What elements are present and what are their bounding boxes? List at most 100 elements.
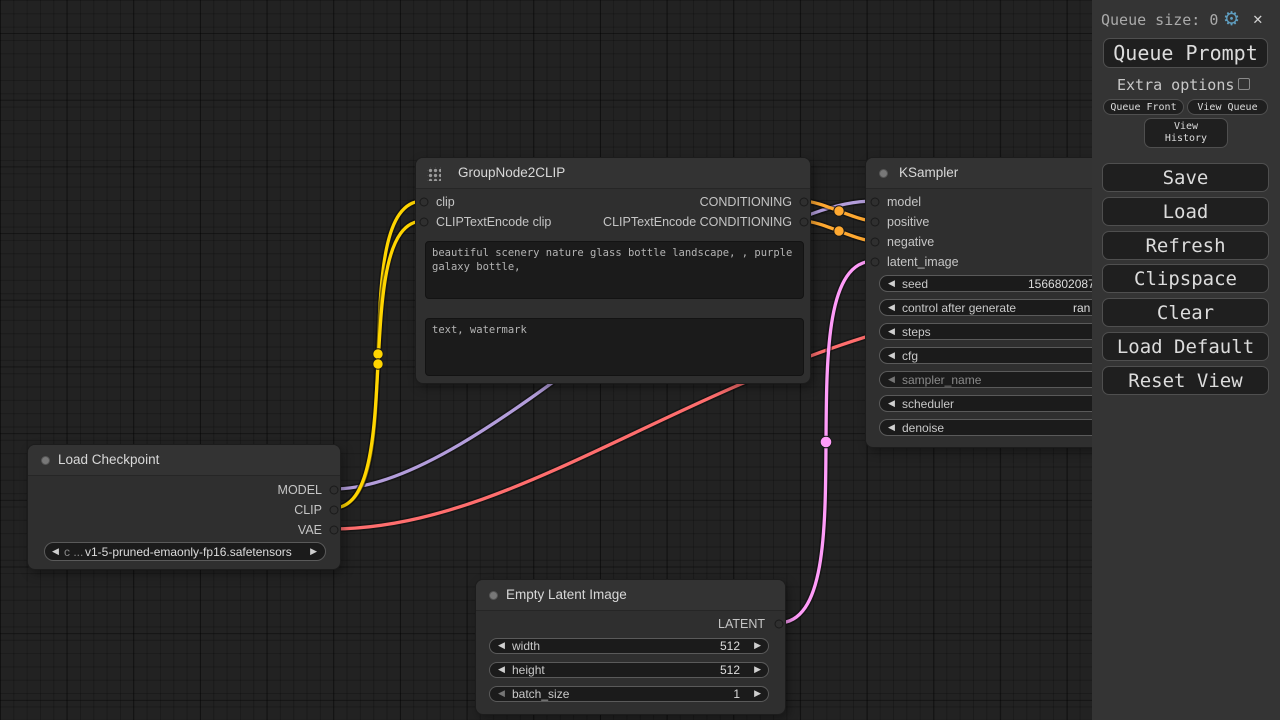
widget-height[interactable]: ◀ height 512 ▶ bbox=[489, 662, 769, 678]
queue-prompt-button[interactable]: Queue Prompt bbox=[1103, 38, 1268, 68]
view-history-button[interactable]: View History bbox=[1144, 118, 1228, 148]
node-title-bar[interactable]: Empty Latent Image bbox=[476, 580, 785, 611]
node-ksampler[interactable]: KSampler model positive negative latent_… bbox=[865, 157, 1125, 448]
widget-label: steps bbox=[902, 324, 931, 339]
decrement-icon[interactable]: ◀ bbox=[498, 665, 505, 675]
decrement-icon[interactable]: ◀ bbox=[888, 326, 895, 337]
increment-icon[interactable]: ▶ bbox=[754, 665, 761, 675]
load-default-button[interactable]: Load Default bbox=[1102, 332, 1269, 361]
next-option-icon[interactable]: ▶ bbox=[310, 546, 317, 557]
save-button[interactable]: Save bbox=[1102, 163, 1269, 192]
group-grid-icon bbox=[427, 167, 441, 181]
widget-label: width bbox=[512, 639, 541, 653]
widget-label: c ... bbox=[64, 544, 84, 559]
input-slot-positive[interactable] bbox=[870, 217, 880, 227]
extra-options-checkbox[interactable] bbox=[1238, 78, 1250, 90]
decrement-icon[interactable]: ◀ bbox=[498, 641, 505, 651]
negative-prompt-textarea[interactable]: text, watermark bbox=[425, 318, 804, 376]
output-label: CONDITIONING bbox=[699, 195, 792, 209]
positive-prompt-textarea[interactable]: beautiful scenery nature glass bottle la… bbox=[425, 241, 804, 299]
comfy-menu: Queue size: 0 ⚙ ✕ Queue Prompt Extra opt… bbox=[1092, 0, 1280, 720]
widget-value: ran bbox=[1073, 300, 1091, 315]
settings-gear-icon[interactable]: ⚙ bbox=[1223, 8, 1241, 30]
widget-seed[interactable]: ◀ seed 1566802087 bbox=[879, 275, 1118, 292]
widget-label: batch_size bbox=[512, 687, 570, 701]
widget-steps[interactable]: ◀ steps bbox=[879, 323, 1118, 340]
node-title-bar[interactable]: KSampler bbox=[866, 158, 1124, 189]
node-title-bar[interactable]: GroupNode2CLIP bbox=[416, 158, 810, 189]
output-slot-vae[interactable] bbox=[329, 525, 339, 535]
reset-view-button[interactable]: Reset View bbox=[1102, 366, 1269, 395]
widget-label: cfg bbox=[902, 348, 919, 363]
widget-label: seed bbox=[902, 276, 929, 291]
output-label: MODEL bbox=[277, 483, 322, 497]
input-label: negative bbox=[887, 235, 935, 249]
widget-scheduler[interactable]: ◀ scheduler bbox=[879, 395, 1118, 412]
decrement-icon[interactable]: ◀ bbox=[888, 278, 895, 289]
view-history-line1: View bbox=[1173, 121, 1199, 132]
input-label: positive bbox=[887, 215, 930, 229]
node-title: Load Checkpoint bbox=[58, 452, 160, 467]
node-title: KSampler bbox=[899, 165, 959, 180]
node-empty-latent-image[interactable]: Empty Latent Image LATENT ◀ width 512 ▶ … bbox=[475, 579, 786, 715]
widget-label: denoise bbox=[902, 420, 945, 435]
output-slot-clip[interactable] bbox=[329, 505, 339, 515]
widget-value: 512 bbox=[719, 639, 740, 653]
widget-label: height bbox=[512, 663, 545, 677]
input-slot-negative[interactable] bbox=[870, 237, 880, 247]
output-slot-model[interactable] bbox=[329, 485, 339, 495]
output-label: CLIPTextEncode CONDITIONING bbox=[603, 215, 792, 229]
input-slot-cliptextencode-clip[interactable] bbox=[419, 217, 429, 227]
node-title-bar[interactable]: Load Checkpoint bbox=[28, 445, 340, 476]
collapse-dot[interactable] bbox=[489, 591, 498, 600]
queue-front-button[interactable]: Queue Front bbox=[1103, 99, 1184, 115]
collapse-dot[interactable] bbox=[879, 169, 888, 178]
output-slot-latent[interactable] bbox=[774, 619, 784, 629]
widget-batch-size[interactable]: ◀ batch_size 1 ▶ bbox=[489, 686, 769, 702]
prev-option-icon[interactable]: ◀ bbox=[52, 546, 59, 557]
increment-icon[interactable]: ▶ bbox=[754, 689, 761, 699]
widget-cfg[interactable]: ◀ cfg bbox=[879, 347, 1118, 364]
load-button[interactable]: Load bbox=[1102, 197, 1269, 226]
node-groupnode2clip[interactable]: GroupNode2CLIP clip CLIPTextEncode clip … bbox=[415, 157, 811, 384]
widget-value: 512 bbox=[719, 663, 740, 677]
collapse-dot[interactable] bbox=[41, 456, 50, 465]
increment-icon[interactable]: ▶ bbox=[754, 641, 761, 651]
input-slot-model[interactable] bbox=[870, 197, 880, 207]
decrement-icon[interactable]: ◀ bbox=[888, 302, 895, 313]
close-menu-icon[interactable]: ✕ bbox=[1253, 9, 1263, 28]
view-history-line2: History bbox=[1164, 133, 1208, 144]
output-slot-conditioning[interactable] bbox=[799, 197, 809, 207]
queue-size-label: Queue size: 0 bbox=[1101, 11, 1219, 29]
widget-value: 1 bbox=[733, 687, 740, 701]
input-label: model bbox=[887, 195, 922, 209]
decrement-icon[interactable]: ◀ bbox=[498, 689, 505, 699]
decrement-icon[interactable]: ◀ bbox=[888, 422, 895, 433]
output-label: VAE bbox=[297, 523, 322, 537]
extra-options-label: Extra options bbox=[1117, 76, 1235, 94]
widget-label: scheduler bbox=[902, 396, 955, 411]
widget-control-after-generate[interactable]: ◀ control after generate ran bbox=[879, 299, 1118, 316]
input-slot-latent-image[interactable] bbox=[870, 257, 880, 267]
widget-width[interactable]: ◀ width 512 ▶ bbox=[489, 638, 769, 654]
output-label: CLIP bbox=[294, 503, 322, 517]
decrement-icon[interactable]: ◀ bbox=[888, 374, 895, 385]
decrement-icon[interactable]: ◀ bbox=[888, 350, 895, 361]
widget-ckpt-name[interactable]: ◀ c ... v1-5-pruned-emaonly-fp16.safeten… bbox=[44, 542, 326, 561]
clear-button[interactable]: Clear bbox=[1102, 298, 1269, 327]
widget-label: control after generate bbox=[902, 300, 1017, 315]
widget-sampler-name[interactable]: ◀ sampler_name bbox=[879, 371, 1118, 388]
node-title: Empty Latent Image bbox=[506, 587, 627, 602]
input-label: clip bbox=[436, 195, 455, 209]
refresh-button[interactable]: Refresh bbox=[1102, 231, 1269, 260]
clipspace-button[interactable]: Clipspace bbox=[1102, 264, 1269, 293]
widget-value: v1-5-pruned-emaonly-fp16.safetensors bbox=[85, 544, 292, 559]
node-load-checkpoint[interactable]: Load Checkpoint MODEL CLIP VAE ◀ c ... v… bbox=[27, 444, 341, 570]
widget-label: sampler_name bbox=[902, 372, 982, 387]
widget-denoise[interactable]: ◀ denoise bbox=[879, 419, 1118, 436]
output-slot-cliptextencode-conditioning[interactable] bbox=[799, 217, 809, 227]
input-slot-clip[interactable] bbox=[419, 197, 429, 207]
view-queue-button[interactable]: View Queue bbox=[1187, 99, 1268, 115]
decrement-icon[interactable]: ◀ bbox=[888, 398, 895, 409]
